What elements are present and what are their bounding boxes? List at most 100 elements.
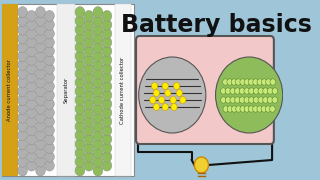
- Circle shape: [84, 28, 94, 39]
- Circle shape: [93, 130, 103, 141]
- Circle shape: [18, 103, 28, 114]
- Circle shape: [27, 107, 36, 118]
- Circle shape: [27, 37, 36, 48]
- Circle shape: [272, 88, 278, 94]
- Circle shape: [84, 107, 94, 118]
- Circle shape: [227, 106, 233, 112]
- Circle shape: [84, 160, 94, 171]
- Circle shape: [236, 106, 241, 112]
- Circle shape: [102, 151, 112, 162]
- Circle shape: [44, 19, 54, 30]
- Circle shape: [249, 88, 254, 94]
- Circle shape: [36, 77, 45, 88]
- Circle shape: [18, 59, 28, 70]
- Circle shape: [153, 89, 159, 96]
- Circle shape: [249, 97, 254, 103]
- Circle shape: [36, 24, 45, 35]
- Circle shape: [27, 10, 36, 21]
- Circle shape: [93, 59, 103, 70]
- Circle shape: [18, 165, 28, 176]
- Circle shape: [248, 106, 254, 112]
- Circle shape: [44, 55, 54, 66]
- Circle shape: [27, 116, 36, 127]
- Circle shape: [269, 106, 275, 112]
- Circle shape: [244, 79, 250, 85]
- Circle shape: [173, 82, 180, 89]
- Circle shape: [27, 55, 36, 66]
- Circle shape: [18, 112, 28, 123]
- Circle shape: [18, 33, 28, 44]
- Circle shape: [18, 139, 28, 150]
- Circle shape: [102, 55, 112, 66]
- Circle shape: [75, 59, 85, 70]
- Circle shape: [139, 57, 206, 133]
- Circle shape: [18, 147, 28, 158]
- Circle shape: [44, 160, 54, 171]
- Circle shape: [258, 88, 264, 94]
- Circle shape: [253, 97, 259, 103]
- Circle shape: [102, 46, 112, 57]
- Circle shape: [75, 130, 85, 141]
- Circle shape: [36, 59, 45, 70]
- Bar: [115, 4, 131, 176]
- Circle shape: [93, 103, 103, 114]
- Circle shape: [27, 142, 36, 153]
- Circle shape: [27, 46, 36, 57]
- Circle shape: [75, 24, 85, 35]
- Circle shape: [44, 151, 54, 162]
- Circle shape: [93, 95, 103, 106]
- Circle shape: [231, 79, 237, 85]
- Circle shape: [162, 103, 168, 111]
- Circle shape: [162, 82, 168, 89]
- Circle shape: [44, 10, 54, 21]
- Circle shape: [36, 112, 45, 123]
- Circle shape: [261, 79, 267, 85]
- Circle shape: [84, 151, 94, 162]
- Circle shape: [44, 90, 54, 101]
- Circle shape: [102, 37, 112, 48]
- Circle shape: [272, 97, 278, 103]
- Circle shape: [84, 116, 94, 127]
- Circle shape: [27, 63, 36, 74]
- FancyBboxPatch shape: [136, 36, 274, 144]
- Circle shape: [18, 130, 28, 141]
- Circle shape: [227, 79, 233, 85]
- Circle shape: [248, 79, 254, 85]
- Circle shape: [36, 139, 45, 150]
- Circle shape: [84, 134, 94, 145]
- Circle shape: [27, 134, 36, 145]
- Circle shape: [102, 72, 112, 83]
- Circle shape: [18, 15, 28, 26]
- Circle shape: [27, 90, 36, 101]
- Circle shape: [102, 90, 112, 101]
- Circle shape: [93, 51, 103, 62]
- Circle shape: [231, 106, 237, 112]
- Circle shape: [102, 63, 112, 74]
- Circle shape: [18, 121, 28, 132]
- Circle shape: [84, 72, 94, 83]
- Circle shape: [36, 42, 45, 53]
- Circle shape: [102, 142, 112, 153]
- Circle shape: [93, 121, 103, 132]
- Circle shape: [75, 165, 85, 176]
- Circle shape: [93, 24, 103, 35]
- Circle shape: [102, 125, 112, 136]
- Circle shape: [235, 97, 240, 103]
- Circle shape: [216, 57, 283, 133]
- Circle shape: [266, 79, 271, 85]
- Circle shape: [75, 121, 85, 132]
- Circle shape: [220, 88, 226, 94]
- Circle shape: [93, 139, 103, 150]
- Circle shape: [268, 88, 273, 94]
- Circle shape: [102, 107, 112, 118]
- Circle shape: [36, 103, 45, 114]
- Circle shape: [36, 51, 45, 62]
- Circle shape: [223, 79, 228, 85]
- Circle shape: [75, 139, 85, 150]
- Circle shape: [84, 81, 94, 92]
- Circle shape: [36, 68, 45, 79]
- Circle shape: [159, 96, 165, 103]
- Text: Separator: Separator: [64, 77, 69, 103]
- Bar: [2, 4, 18, 176]
- Circle shape: [44, 46, 54, 57]
